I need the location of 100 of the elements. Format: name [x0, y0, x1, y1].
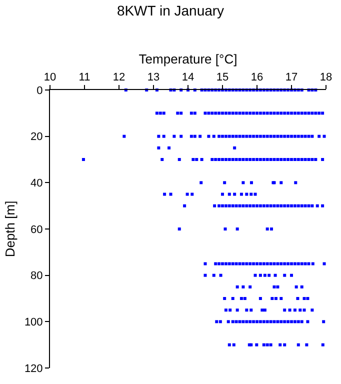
- point: [234, 112, 238, 115]
- point: [228, 308, 232, 312]
- point: [274, 297, 278, 300]
- point: [270, 297, 274, 300]
- point: [190, 134, 193, 138]
- point: [286, 204, 290, 208]
- point: [293, 134, 296, 138]
- point: [296, 112, 300, 115]
- point: [258, 274, 262, 277]
- point: [266, 320, 269, 324]
- point: [218, 262, 221, 266]
- point: [310, 158, 314, 161]
- point: [283, 262, 286, 266]
- point: [219, 274, 222, 277]
- point: [258, 134, 262, 138]
- point: [296, 134, 300, 138]
- point: [278, 343, 282, 346]
- point: [215, 320, 218, 324]
- point: [296, 297, 300, 300]
- point: [290, 320, 293, 324]
- y-tick-label: 20: [30, 131, 43, 144]
- point: [252, 204, 256, 208]
- point: [180, 112, 183, 115]
- point: [258, 297, 262, 300]
- point: [293, 262, 296, 266]
- point: [256, 204, 258, 208]
- point: [238, 262, 242, 266]
- point: [307, 262, 310, 266]
- point: [276, 262, 280, 266]
- point: [256, 262, 258, 266]
- point: [242, 158, 245, 161]
- point: [214, 112, 218, 115]
- point: [321, 158, 324, 161]
- y-tick-label: 60: [30, 224, 43, 236]
- point: [300, 158, 304, 161]
- point: [262, 112, 266, 115]
- point: [252, 262, 256, 266]
- point: [293, 320, 296, 324]
- point: [254, 274, 257, 277]
- point: [183, 204, 186, 208]
- point: [314, 112, 318, 115]
- point: [298, 308, 302, 312]
- point: [240, 192, 243, 196]
- point: [304, 204, 307, 208]
- point: [169, 192, 172, 196]
- point: [310, 204, 314, 208]
- point: [238, 204, 242, 208]
- point: [280, 297, 283, 300]
- point: [160, 158, 164, 161]
- point: [236, 228, 239, 230]
- point: [186, 192, 189, 196]
- point: [178, 228, 181, 230]
- point: [266, 228, 269, 230]
- point: [204, 262, 207, 266]
- point: [207, 134, 210, 138]
- point: [255, 343, 258, 346]
- x-tick-label: 11: [78, 72, 90, 84]
- point: [276, 285, 280, 288]
- point: [228, 158, 231, 161]
- point: [245, 134, 248, 138]
- x-tick-label: 13: [147, 72, 160, 84]
- point: [234, 204, 238, 208]
- point: [245, 112, 248, 115]
- x-tick-label: 15: [216, 72, 229, 84]
- point: [234, 134, 238, 138]
- point: [276, 158, 280, 161]
- point: [300, 262, 304, 266]
- point: [280, 181, 283, 184]
- point: [248, 158, 252, 161]
- point: [290, 158, 293, 161]
- point: [218, 204, 221, 208]
- point: [306, 297, 310, 300]
- point: [238, 158, 242, 161]
- point: [258, 204, 262, 208]
- point: [250, 192, 253, 196]
- point: [266, 112, 269, 115]
- point: [318, 112, 321, 115]
- point: [258, 320, 262, 324]
- point: [218, 134, 221, 138]
- point: [318, 134, 321, 138]
- point: [238, 320, 242, 324]
- point: [231, 112, 234, 115]
- point: [269, 134, 272, 138]
- point: [234, 262, 238, 266]
- point: [266, 343, 269, 346]
- point: [193, 112, 196, 115]
- point: [228, 204, 231, 208]
- point: [224, 158, 228, 161]
- point: [200, 181, 203, 184]
- point: [286, 134, 290, 138]
- point: [228, 134, 231, 138]
- point: [221, 262, 224, 266]
- point: [218, 112, 221, 115]
- point: [233, 146, 236, 150]
- y-tick-label: 0: [36, 84, 43, 97]
- point: [276, 204, 280, 208]
- point: [283, 134, 286, 138]
- point: [221, 158, 224, 161]
- x-tick-label: 16: [250, 72, 264, 84]
- point: [204, 274, 207, 277]
